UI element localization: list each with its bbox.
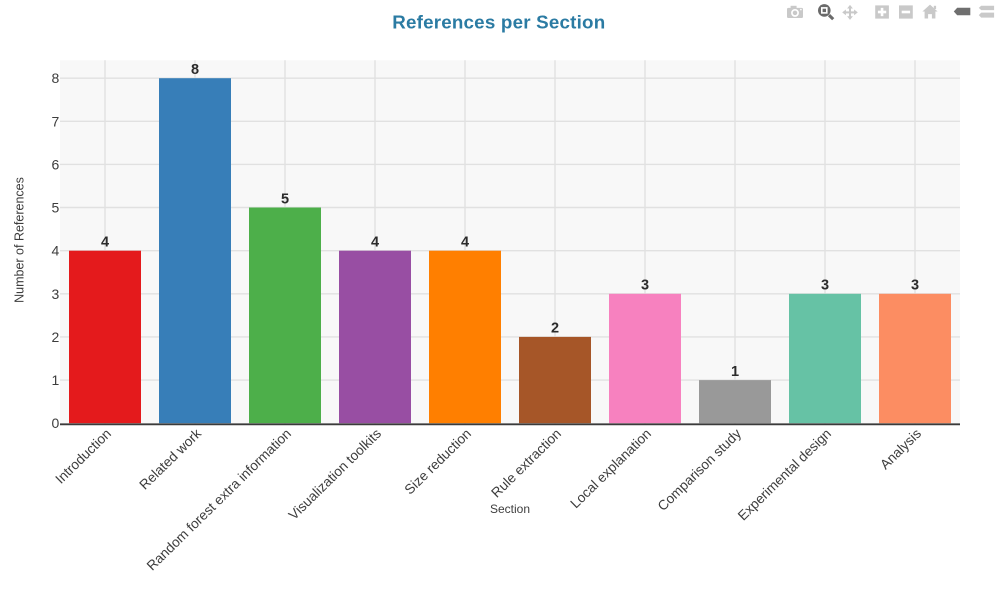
svg-text:1: 1 xyxy=(52,372,60,388)
svg-text:Visualization toolkits: Visualization toolkits xyxy=(286,426,384,523)
svg-text:3: 3 xyxy=(821,278,829,294)
svg-text:3: 3 xyxy=(641,278,649,294)
svg-text:3: 3 xyxy=(52,286,60,302)
svg-text:Introduction: Introduction xyxy=(52,426,114,487)
svg-text:Related work: Related work xyxy=(137,426,205,493)
svg-text:Rule extraction: Rule extraction xyxy=(488,426,564,501)
svg-text:4: 4 xyxy=(371,235,379,251)
svg-text:2: 2 xyxy=(52,329,60,345)
svg-text:2: 2 xyxy=(551,321,559,337)
svg-text:4: 4 xyxy=(52,243,60,259)
svg-text:4: 4 xyxy=(461,235,469,251)
svg-text:Experimental design: Experimental design xyxy=(735,426,834,523)
svg-text:6: 6 xyxy=(52,156,60,172)
svg-text:Size reduction: Size reduction xyxy=(402,426,474,497)
svg-text:5: 5 xyxy=(52,200,60,216)
svg-text:8: 8 xyxy=(191,62,199,78)
svg-text:3: 3 xyxy=(911,278,919,294)
svg-text:Local explanation: Local explanation xyxy=(567,426,654,511)
svg-text:Random forest extra informatio: Random forest extra information xyxy=(144,426,294,574)
svg-text:8: 8 xyxy=(52,70,60,86)
svg-text:Number of References: Number of References xyxy=(13,177,27,303)
svg-text:Analysis: Analysis xyxy=(877,426,924,472)
svg-text:Comparison study: Comparison study xyxy=(655,426,744,514)
svg-text:4: 4 xyxy=(101,235,109,251)
svg-text:References per Section: References per Section xyxy=(392,11,605,32)
svg-text:Section: Section xyxy=(490,502,530,516)
svg-text:7: 7 xyxy=(52,113,60,129)
svg-text:5: 5 xyxy=(281,191,289,207)
svg-text:0: 0 xyxy=(52,415,60,431)
svg-text:1: 1 xyxy=(731,364,739,380)
